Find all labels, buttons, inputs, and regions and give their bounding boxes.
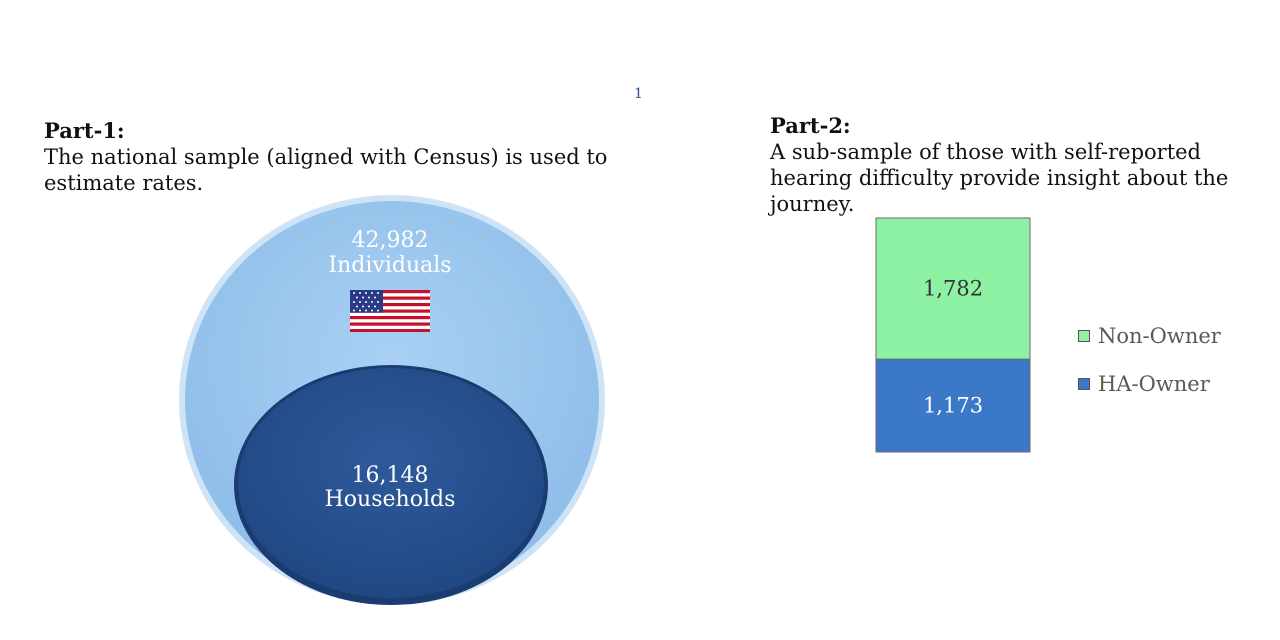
part2-text: A sub-sample of those with self-reported… bbox=[770, 140, 1229, 216]
bar-segment-ha-owner bbox=[875, 358, 1031, 453]
legend-swatch-non-owner bbox=[1078, 330, 1090, 342]
page-number: 1 bbox=[634, 86, 643, 102]
legend: Non-Owner HA-Owner bbox=[1078, 312, 1221, 408]
households-value: 16,148 bbox=[352, 463, 429, 488]
legend-item-non-owner: Non-Owner bbox=[1078, 312, 1221, 360]
households-circle-group: 16,148 Households bbox=[234, 365, 548, 605]
stacked-bar-chart: 1,173 1,782 bbox=[875, 217, 1031, 453]
households-circle bbox=[238, 368, 544, 598]
part2-title: Part-2: bbox=[770, 113, 851, 138]
individuals-value: 42,982 bbox=[352, 228, 429, 253]
bar-label-ha-owner: 1,173 bbox=[923, 394, 983, 418]
individuals-label: Individuals bbox=[328, 253, 451, 278]
legend-label-non-owner: Non-Owner bbox=[1098, 324, 1221, 348]
households-label: Households bbox=[325, 487, 456, 512]
part1-text: The national sample (aligned with Census… bbox=[44, 145, 608, 195]
part2-caption: Part-2: A sub-sample of those with self-… bbox=[770, 113, 1250, 217]
legend-label-ha-owner: HA-Owner bbox=[1098, 372, 1210, 396]
legend-swatch-ha-owner bbox=[1078, 378, 1090, 390]
legend-item-ha-owner: HA-Owner bbox=[1078, 360, 1221, 408]
bar-label-non-owner: 1,782 bbox=[923, 277, 983, 301]
part1-caption: Part-1: The national sample (aligned wit… bbox=[44, 118, 664, 196]
us-flag-icon bbox=[350, 290, 430, 332]
bar-segment-non-owner bbox=[875, 217, 1031, 360]
part1-title: Part-1: bbox=[44, 118, 125, 143]
